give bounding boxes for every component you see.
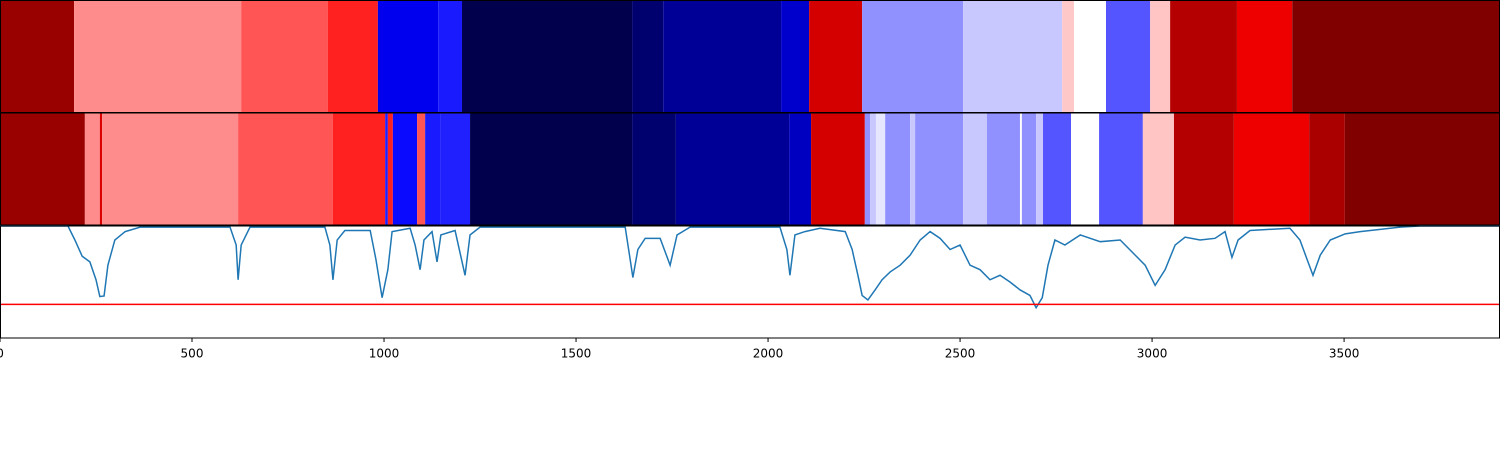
- segment: [862, 0, 964, 113]
- segment: [1173, 113, 1234, 225]
- segment: [1292, 0, 1500, 113]
- segment: [1062, 0, 1075, 113]
- x-tick-label: 500: [181, 347, 204, 361]
- x-tick-label: 2500: [945, 347, 976, 361]
- segment: [470, 113, 633, 225]
- segment: [663, 0, 782, 113]
- segment: [0, 0, 75, 113]
- segment: [986, 113, 1020, 225]
- segment: [963, 113, 987, 225]
- segment: [632, 113, 676, 225]
- segment: [238, 113, 333, 225]
- segment: [425, 113, 441, 225]
- segment: [1019, 113, 1022, 225]
- segment: [440, 113, 471, 225]
- segment: [327, 0, 378, 113]
- segment: [632, 0, 664, 113]
- segment: [1170, 0, 1237, 113]
- x-tick-label: 3000: [1137, 347, 1168, 361]
- segment: [392, 113, 418, 225]
- segment: [332, 113, 386, 225]
- segment: [377, 0, 439, 113]
- segment: [781, 0, 810, 113]
- segment: [885, 113, 911, 225]
- segment: [1021, 113, 1037, 225]
- x-tick-label: 0: [0, 347, 4, 361]
- x-tick-label: 1500: [561, 347, 592, 361]
- segment: [0, 113, 85, 225]
- segment: [870, 113, 876, 225]
- x-tick-label: 2000: [753, 347, 784, 361]
- segment: [1071, 113, 1100, 225]
- segment: [789, 113, 812, 225]
- segment: [1236, 0, 1293, 113]
- segment: [1344, 113, 1500, 225]
- segment: [417, 113, 426, 225]
- panel-frame: [0, 225, 1500, 339]
- segment: [1309, 113, 1345, 225]
- segment: [461, 0, 633, 113]
- segment: [963, 0, 1063, 113]
- segment: [910, 113, 916, 225]
- segment: [811, 113, 865, 225]
- segment: [1233, 113, 1310, 225]
- segment: [875, 113, 886, 225]
- segment: [1074, 0, 1106, 113]
- x-tick-label: 3500: [1329, 347, 1360, 361]
- segment: [864, 113, 871, 225]
- segment: [387, 113, 393, 225]
- segment: [438, 0, 462, 113]
- segment: [1142, 113, 1174, 225]
- segment: [809, 0, 863, 113]
- segment: [915, 113, 964, 225]
- segment: [102, 113, 239, 225]
- line: [0, 225, 1500, 310]
- segment: [1099, 113, 1143, 225]
- segment: [99, 113, 103, 225]
- segment: [74, 0, 242, 113]
- segment: [1043, 113, 1072, 225]
- segment: [385, 113, 388, 225]
- segment: [1036, 113, 1044, 225]
- segment: [675, 113, 790, 225]
- x-tick-label: 1000: [369, 347, 400, 361]
- segment: [84, 113, 100, 225]
- segment: [1105, 0, 1151, 113]
- segment: [1150, 0, 1171, 113]
- segment: [241, 0, 328, 113]
